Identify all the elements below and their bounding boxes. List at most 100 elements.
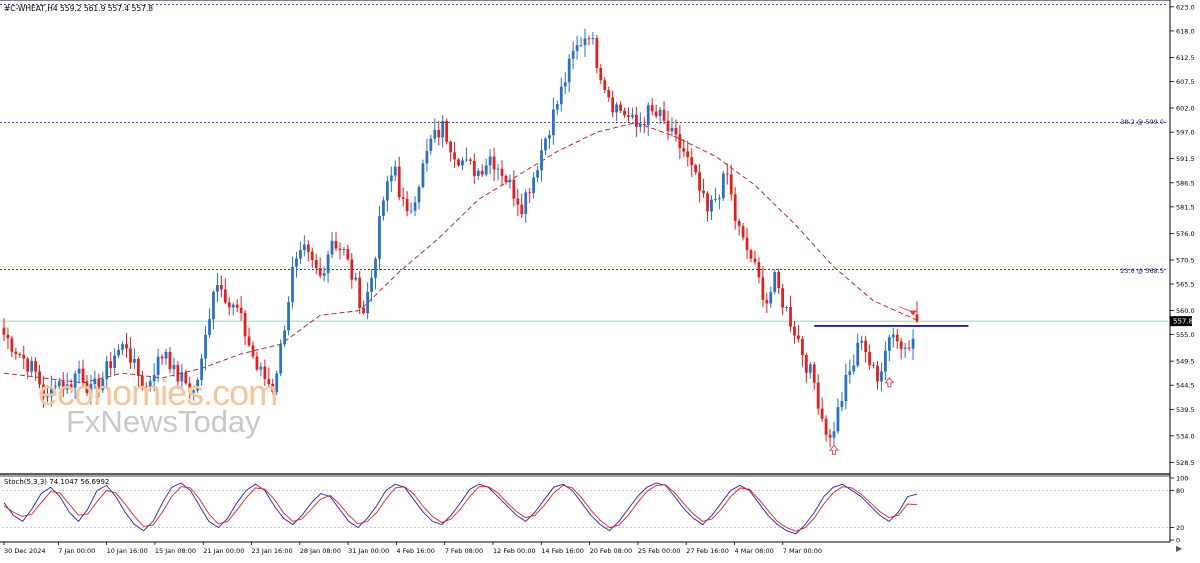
candle-body (2, 327, 6, 335)
candle-body (235, 304, 239, 308)
candle-body (820, 408, 824, 419)
time-tick-label: 4 Feb 16:00 (396, 547, 435, 555)
candle-body (239, 307, 243, 313)
candle-body (46, 396, 49, 398)
scroll-icon[interactable]: ▶ (1176, 544, 1183, 553)
time-tick-label: 20 Feb 08:00 (590, 547, 633, 555)
candle-body (445, 120, 449, 142)
price-tick-label: 528.5 (1176, 459, 1195, 467)
candle-body (227, 302, 231, 308)
candle-body (670, 127, 674, 132)
candle-body (204, 334, 207, 359)
candle-body (461, 160, 464, 166)
time-tick-label: 10 Jan 16:00 (107, 547, 148, 555)
candle-body (749, 250, 753, 259)
candle-body (848, 371, 852, 375)
candle-body (674, 127, 678, 135)
candle-body (840, 401, 844, 408)
candle-body (421, 163, 425, 188)
candle-body (828, 434, 832, 438)
candle-body (571, 50, 575, 59)
candle-body (417, 187, 421, 203)
candle-body (816, 382, 820, 409)
stoch-tick-label: 80 (1176, 487, 1184, 495)
time-tick-label: 15 Jan 08:00 (155, 547, 196, 555)
candle-body (520, 204, 524, 215)
candle-body (678, 134, 682, 149)
candle-body (563, 82, 567, 87)
price-tick-label: 570.5 (1176, 256, 1195, 264)
time-tick-label: 7 Jan 00:00 (58, 547, 95, 555)
candle-body (370, 277, 373, 292)
candle-body (484, 165, 488, 175)
candle-body (223, 289, 227, 303)
candle-body (144, 386, 148, 388)
stochastic (2, 482, 1168, 535)
candle-body (18, 354, 22, 355)
fib-label-23: 23.6 @ 568.5 (1120, 267, 1164, 275)
candle-body (449, 141, 452, 153)
candle-body (714, 199, 717, 200)
candle-body (536, 170, 539, 178)
candle-body (777, 272, 781, 289)
candle-body (472, 160, 476, 176)
candle-body (623, 110, 626, 116)
candle-body (872, 365, 875, 366)
candle-body (785, 307, 788, 308)
candle-body (188, 383, 192, 393)
candle-body (310, 251, 314, 260)
candle-body (852, 365, 856, 372)
candle-body (887, 337, 891, 351)
candle-body (275, 373, 279, 393)
candle-body (306, 244, 310, 252)
candle-body (899, 341, 903, 349)
candle-body (172, 364, 176, 370)
candle-body (184, 372, 188, 384)
candle-body (741, 226, 745, 238)
candle-body (812, 364, 816, 383)
candle-body (797, 335, 800, 339)
candle-body (180, 372, 184, 382)
candle-body (263, 366, 267, 379)
candle-body (393, 166, 397, 176)
candle-body (109, 361, 113, 368)
candle-body (690, 157, 694, 166)
candle-body (247, 336, 251, 346)
candle-body (512, 179, 516, 199)
candle-body (413, 202, 417, 211)
candle-body (702, 190, 705, 194)
moving-average-line (3, 122, 918, 384)
candle-body (662, 109, 666, 121)
candle-body (176, 364, 180, 382)
symbol-header: #C-WHEAT,H4 559.2 561.9 557.4 557.8 (4, 4, 153, 13)
candle-body (801, 338, 804, 356)
price-tick-label: 544.5 (1176, 382, 1195, 390)
candle-body (101, 379, 105, 391)
candle-body (650, 105, 654, 112)
stoch-header: Stoch(5,3,3) 74.1047 56.6992 (4, 478, 109, 486)
candle-body (38, 371, 41, 385)
candle-body (638, 124, 642, 127)
candle-body (192, 390, 196, 393)
candle-body (405, 198, 409, 212)
candle-body (516, 198, 520, 205)
candle-body (824, 418, 828, 435)
candle-body (607, 89, 611, 98)
candle-body (856, 342, 860, 366)
candle-body (291, 266, 294, 303)
candle-body (267, 378, 271, 384)
candle-body (231, 304, 235, 308)
candle-body (14, 351, 18, 355)
candle-body (737, 221, 741, 227)
candle-body (476, 170, 480, 176)
candle-body (773, 272, 777, 292)
candle-body (465, 159, 468, 161)
candle-body (326, 254, 330, 274)
candle-body (915, 314, 919, 322)
candle-body (698, 172, 702, 191)
candle-body (575, 45, 579, 51)
candle-body (409, 210, 413, 212)
price-tick-label: 607.5 (1176, 78, 1195, 86)
